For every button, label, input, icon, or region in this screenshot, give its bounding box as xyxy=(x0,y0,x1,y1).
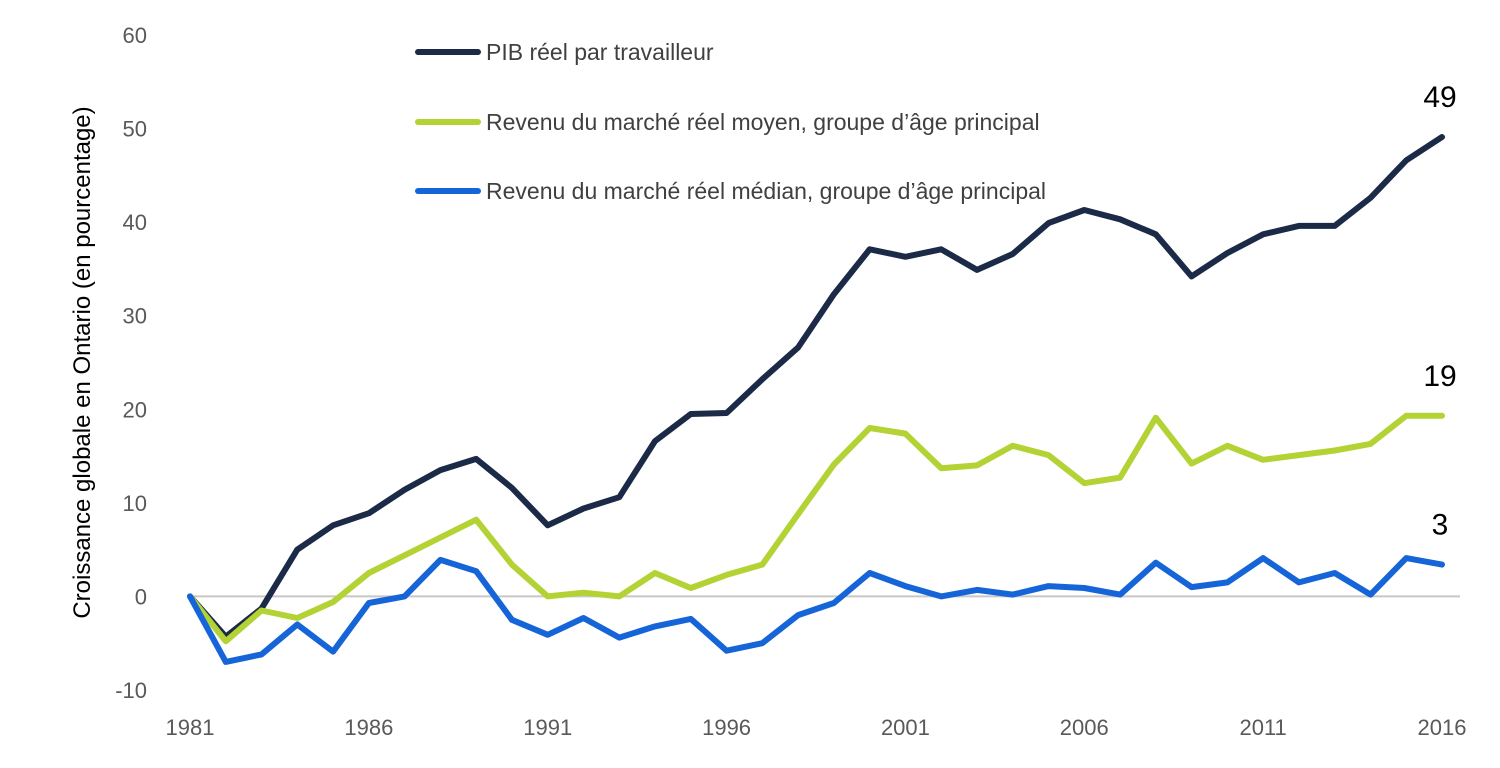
x-tick-label: 2011 xyxy=(1239,715,1286,740)
x-tick-label: 1991 xyxy=(523,715,572,740)
legend-entry-label: Revenu du marché réel médian, groupe d’â… xyxy=(486,178,1046,204)
y-tick-label: 0 xyxy=(135,584,147,609)
series-line-1 xyxy=(187,134,1445,640)
x-tick-label: 2001 xyxy=(881,715,930,740)
x-tick-label: 1996 xyxy=(702,715,751,740)
x-tick-label: 2016 xyxy=(1418,715,1467,740)
end-value-labels: 49 19 3 xyxy=(1423,81,1456,542)
x-axis-ticks: 1981 1986 1991 1996 2001 2006 2011 2016 xyxy=(166,715,1467,740)
y-axis-label: Croissance globale en Ontario (en pource… xyxy=(69,106,96,618)
y-tick-label: 30 xyxy=(123,304,147,329)
y-tick-label: 50 xyxy=(123,117,147,142)
end-value-label: 3 xyxy=(1432,509,1449,542)
series-line-3 xyxy=(187,555,1445,665)
legend: PIB réel par travailleur Revenu du marché… xyxy=(415,39,1046,204)
legend-entry-label: PIB réel par travailleur xyxy=(486,39,714,65)
end-value-label: 49 xyxy=(1423,81,1456,114)
end-value-label: 19 xyxy=(1423,360,1456,393)
y-axis-ticks: -10 0 10 20 30 40 50 60 xyxy=(115,23,147,703)
series-line-2 xyxy=(187,412,1445,645)
y-tick-label: 10 xyxy=(123,491,147,516)
y-tick-label: 40 xyxy=(123,210,147,235)
series-lines xyxy=(187,134,1445,665)
x-tick-label: 1986 xyxy=(344,715,393,740)
x-tick-label: 1981 xyxy=(166,715,215,740)
y-tick-label: -10 xyxy=(115,678,147,703)
legend-entry-label: Revenu du marché réel moyen, groupe d’âg… xyxy=(486,109,1040,135)
y-tick-label: 60 xyxy=(123,23,147,48)
y-tick-label: 20 xyxy=(123,397,147,422)
x-tick-label: 2006 xyxy=(1060,715,1109,740)
